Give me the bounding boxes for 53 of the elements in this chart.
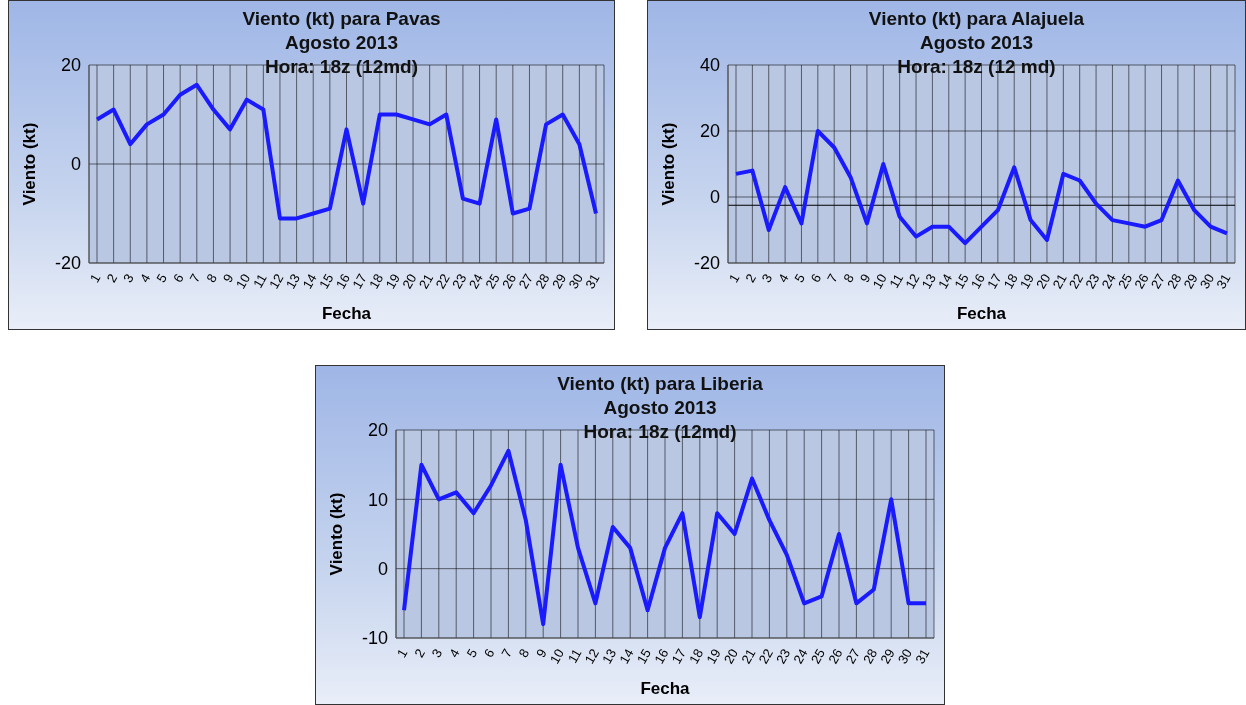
x-tick-label: 7 (186, 271, 204, 286)
x-tick-label: 5 (153, 271, 171, 286)
x-tick-label: 2 (411, 646, 428, 661)
annotation: Hora: 18z (12md) (264, 56, 419, 77)
x-tick-label: 3 (120, 271, 137, 286)
chart-title: Viento (kt) para Pavas (241, 7, 442, 31)
x-tick-label: 4 (774, 271, 792, 286)
y-tick-label: 20 (699, 121, 720, 142)
y-tick-label: 0 (70, 154, 81, 175)
y-axis-title: Viento (kt) (659, 122, 679, 206)
y-tick-label: -20 (54, 253, 81, 274)
x-axis-title: Fecha (956, 304, 1007, 323)
annotation: Hora: 18z (12 md) (897, 56, 1056, 77)
y-tick-label: 0 (377, 559, 388, 580)
y-tick-label: 40 (699, 55, 720, 76)
y-tick-label: 0 (709, 187, 720, 208)
x-tick-label: 8 (515, 646, 533, 661)
x-tick-label: 1 (725, 271, 743, 286)
line-series (95, 82, 598, 221)
y-tick-label: 20 (60, 55, 81, 76)
x-tick-label: 6 (807, 271, 825, 286)
x-tick-label: 5 (463, 646, 481, 661)
chart-subtitle: Agosto 2013 (284, 31, 399, 55)
x-tick-label: 1 (86, 271, 104, 286)
x-tick-label: 3 (758, 271, 776, 286)
x-tick-label: 8 (840, 271, 858, 286)
chart-title: Viento (kt) para Alajuela (867, 7, 1086, 31)
x-tick-label: 7 (824, 271, 841, 286)
x-tick-label: 1 (393, 646, 411, 661)
annotation: Hora: 18z (12md) (583, 421, 737, 442)
chart-title: Viento (kt) para Liberia (556, 372, 764, 396)
x-tick-label: 7 (498, 646, 515, 661)
y-tick-label: -10 (361, 628, 388, 649)
x-tick-label: 3 (428, 646, 446, 661)
x-axis-title: Fecha (321, 304, 372, 323)
chart-subtitle: Agosto 2013 (602, 396, 718, 420)
line-series (734, 129, 1229, 246)
chart-subtitle: Agosto 2013 (919, 31, 1034, 55)
y-axis-title: Viento (kt) (20, 122, 40, 206)
y-tick-label: 10 (367, 489, 388, 510)
x-tick-label: 2 (742, 271, 759, 286)
x-tick-label: 4 (136, 271, 154, 286)
x-tick-label: 5 (791, 271, 808, 286)
x-tick-label: 4 (446, 646, 463, 661)
x-axis-title: Fecha (640, 679, 691, 698)
line-series (402, 448, 928, 627)
x-tick-label: 6 (170, 271, 187, 286)
x-tick-label: 8 (203, 271, 220, 286)
y-tick-label: 20 (367, 420, 388, 441)
x-tick-label: 2 (103, 271, 121, 286)
y-axis-title: Viento (kt) (327, 492, 347, 576)
y-tick-label: -20 (693, 253, 720, 274)
x-tick-label: 6 (480, 646, 498, 661)
